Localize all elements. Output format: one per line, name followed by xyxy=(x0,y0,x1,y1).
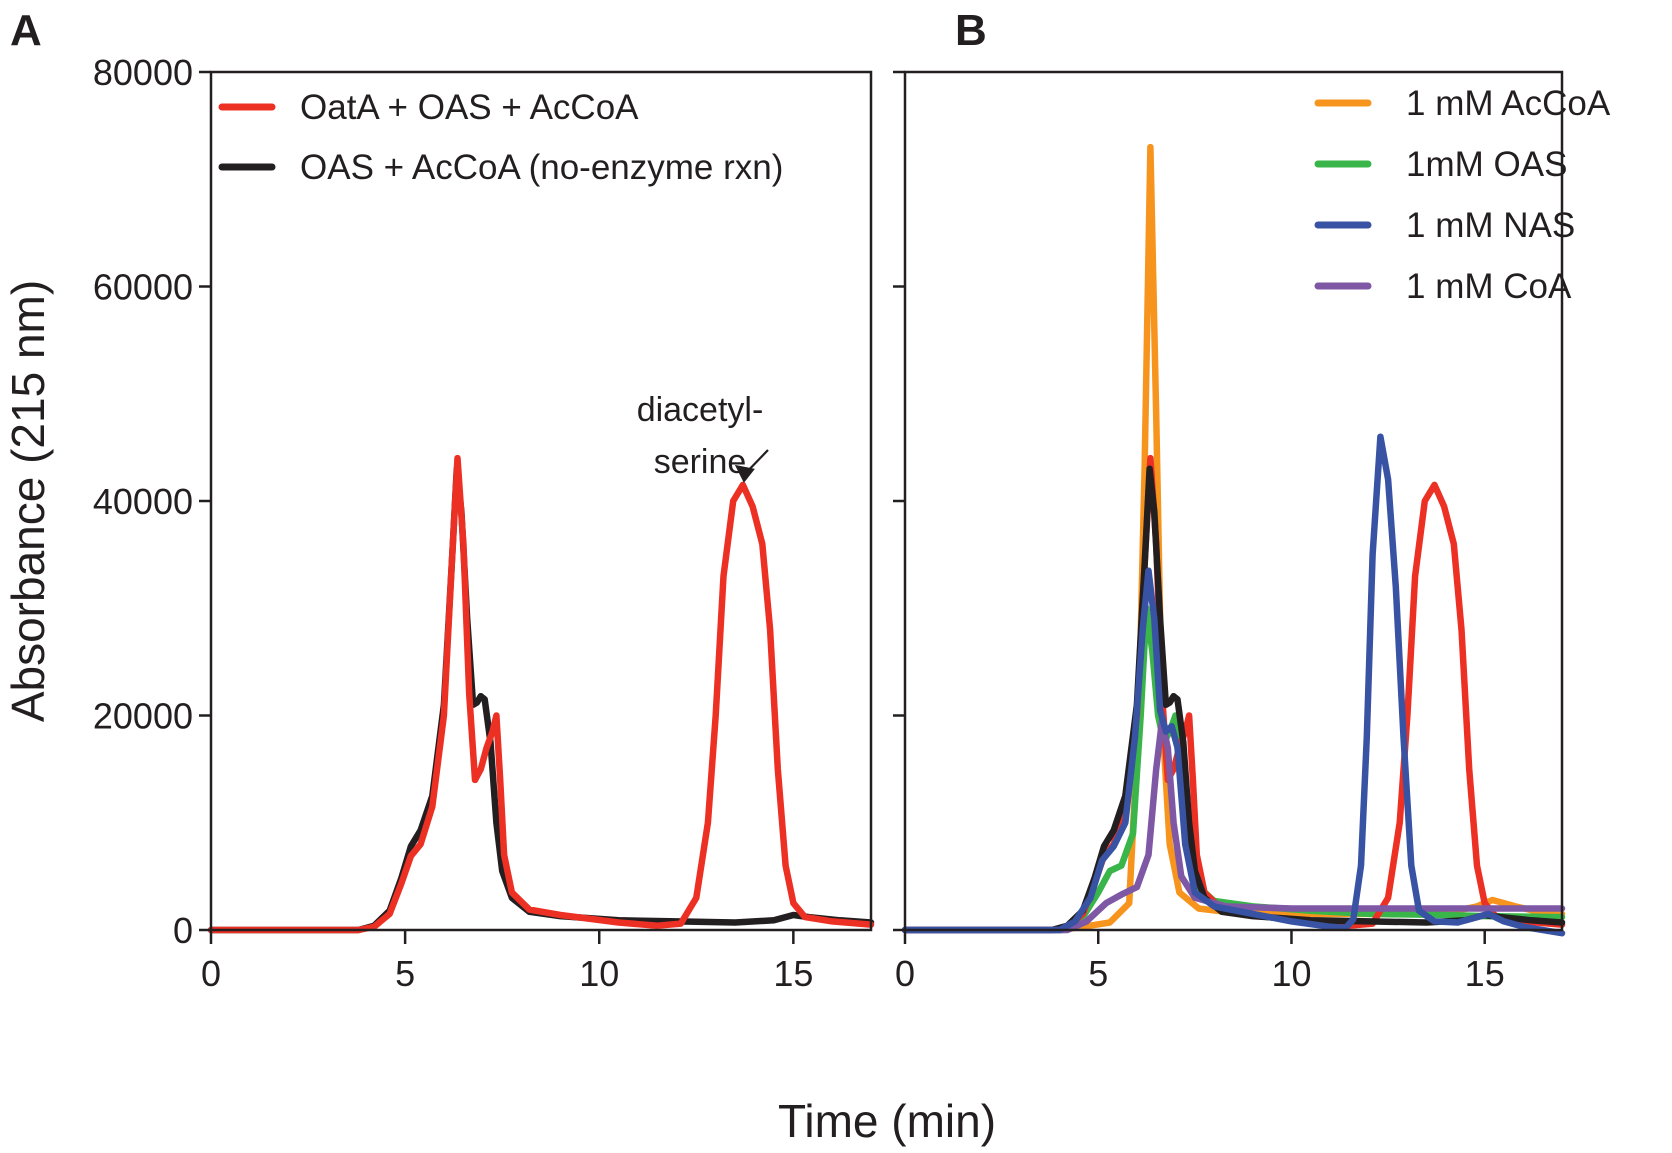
panel-a-y-axis: 0 20000 40000 60000 80000 xyxy=(93,52,211,951)
panel-b-chart: 0 5 10 15 1 mM AcCoA 1mM OAS 1 mM NAS 1 mM CoA xyxy=(893,70,1611,994)
y-tick-label: 80000 xyxy=(93,52,193,93)
x-tick-label: 10 xyxy=(579,953,619,994)
panel-a-legend: OatA + OAS + AcCoA OAS + AcCoA (no-enzyme… xyxy=(218,88,783,187)
series-line-oata-oas-accoa xyxy=(901,454,1566,934)
panel-b-x-axis: 0 5 10 15 xyxy=(895,930,1505,994)
series-line-oata-oas-accoa xyxy=(207,454,875,934)
legend-label: 1 mM NAS xyxy=(1406,206,1575,245)
panel-a-x-axis: 0 5 10 15 xyxy=(201,930,813,994)
legend-label: 1 mM CoA xyxy=(1406,267,1572,306)
annotation-arrow-shaft xyxy=(747,449,769,472)
y-tick-label: 20000 xyxy=(93,696,193,737)
x-tick-label: 0 xyxy=(201,953,221,994)
series-line-1-mm-coa xyxy=(901,717,1566,934)
x-tick-label: 10 xyxy=(1271,953,1311,994)
x-tick-label: 0 xyxy=(895,953,915,994)
annotation-text-line-2: serine xyxy=(654,443,747,481)
panel-b-plot-frame xyxy=(903,70,1564,932)
panel-a-series-group xyxy=(207,454,875,934)
panel-b-series-group xyxy=(901,143,1566,937)
x-tick-label: 5 xyxy=(1088,953,1108,994)
panel-letter-a: A xyxy=(10,6,42,55)
x-tick-label: 5 xyxy=(395,953,415,994)
panel-a-chart: 0 20000 40000 60000 80000 0 5 10 15 OatA + OAS … xyxy=(93,52,875,994)
y-axis-title: Absorbance (215 nm) xyxy=(2,280,54,722)
annotation-text-line-1: diacetyl- xyxy=(637,391,764,429)
panel-b-y-axis xyxy=(893,70,905,932)
panel-letter-b: B xyxy=(955,6,987,55)
legend-label: OAS + AcCoA (no-enzyme rxn) xyxy=(300,148,783,187)
panel-a-annotation: diacetyl-serine xyxy=(637,391,769,483)
annotation-arrow-head xyxy=(734,464,755,483)
x-tick-label: 15 xyxy=(773,953,813,994)
series-line-1-mm-accoa xyxy=(901,143,1566,934)
series-line-1-mm-nas xyxy=(901,433,1566,937)
panel-b-legend: 1 mM AcCoA 1mM OAS 1 mM NAS 1 mM CoA xyxy=(1314,84,1611,306)
y-tick-label: 40000 xyxy=(93,481,193,522)
panel-a-plot-frame xyxy=(209,70,873,932)
legend-label: OatA + OAS + AcCoA xyxy=(300,88,639,127)
y-tick-label: 60000 xyxy=(93,267,193,308)
x-tick-label: 15 xyxy=(1465,953,1505,994)
legend-label: 1 mM AcCoA xyxy=(1406,84,1611,123)
legend-label: 1mM OAS xyxy=(1406,145,1567,184)
y-tick-label: 0 xyxy=(173,910,193,951)
x-axis-title: Time (min) xyxy=(778,1095,996,1147)
series-line-oas-accoa-no-enzyme-rxn xyxy=(901,465,1566,934)
series-line-oas-accoa-no-enzyme-rxn xyxy=(207,465,875,934)
